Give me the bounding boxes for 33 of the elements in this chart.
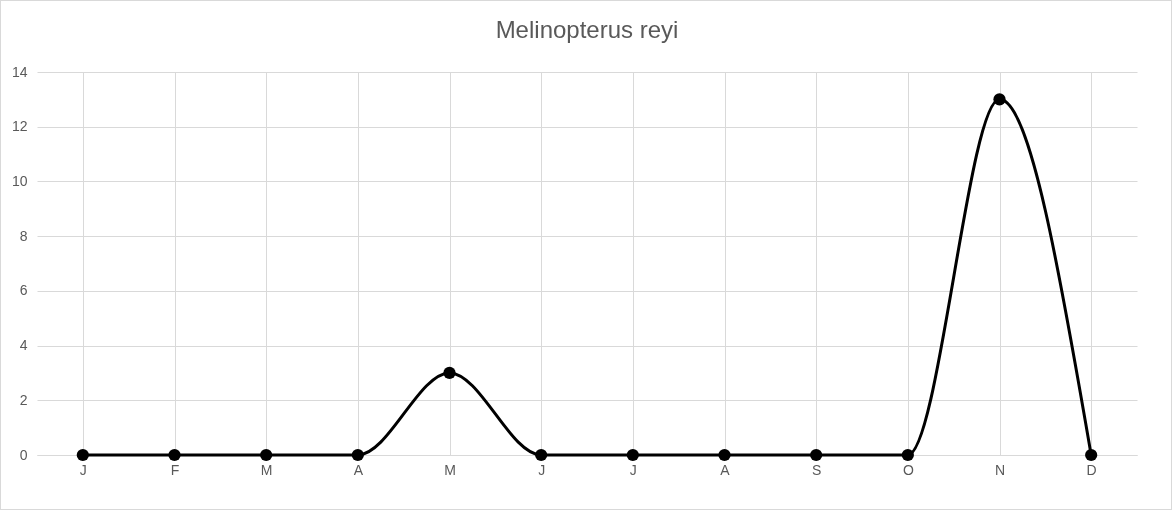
y-tick-label: 2 [19,391,28,408]
point [1085,448,1098,462]
point [260,448,273,462]
y-tick-label: 12 [11,118,28,135]
x-tick-label: D [1086,461,1097,478]
x-tick-label: N [994,461,1006,478]
point [168,448,181,462]
y-tick-label: 0 [19,446,28,463]
point [351,448,364,462]
y-tick-label: 14 [11,63,28,80]
chart-title: Melinopterus reyi [495,16,679,43]
point [993,93,1006,106]
point [901,448,914,462]
point [76,448,89,462]
x-tick-label: M [444,461,456,478]
x-tick-label: A [720,461,731,478]
x-tick-label: S [811,461,822,478]
y-tick-label: 10 [11,172,28,189]
point [626,448,639,462]
x-tick-label: J [629,461,637,478]
x-tick-label: J [538,461,546,478]
x-tick-label: J [79,461,87,478]
y-tick-label: 6 [19,282,28,299]
y-tick-label: 8 [19,227,28,244]
point [443,366,456,380]
point [810,448,823,462]
point [535,448,548,462]
x-tick-label: F [170,461,180,478]
point [718,448,731,462]
y-tick-label: 4 [19,337,28,354]
x-tick-label: M [260,461,273,478]
x-tick-label: A [353,461,364,478]
x-tick-label: O [902,461,914,478]
